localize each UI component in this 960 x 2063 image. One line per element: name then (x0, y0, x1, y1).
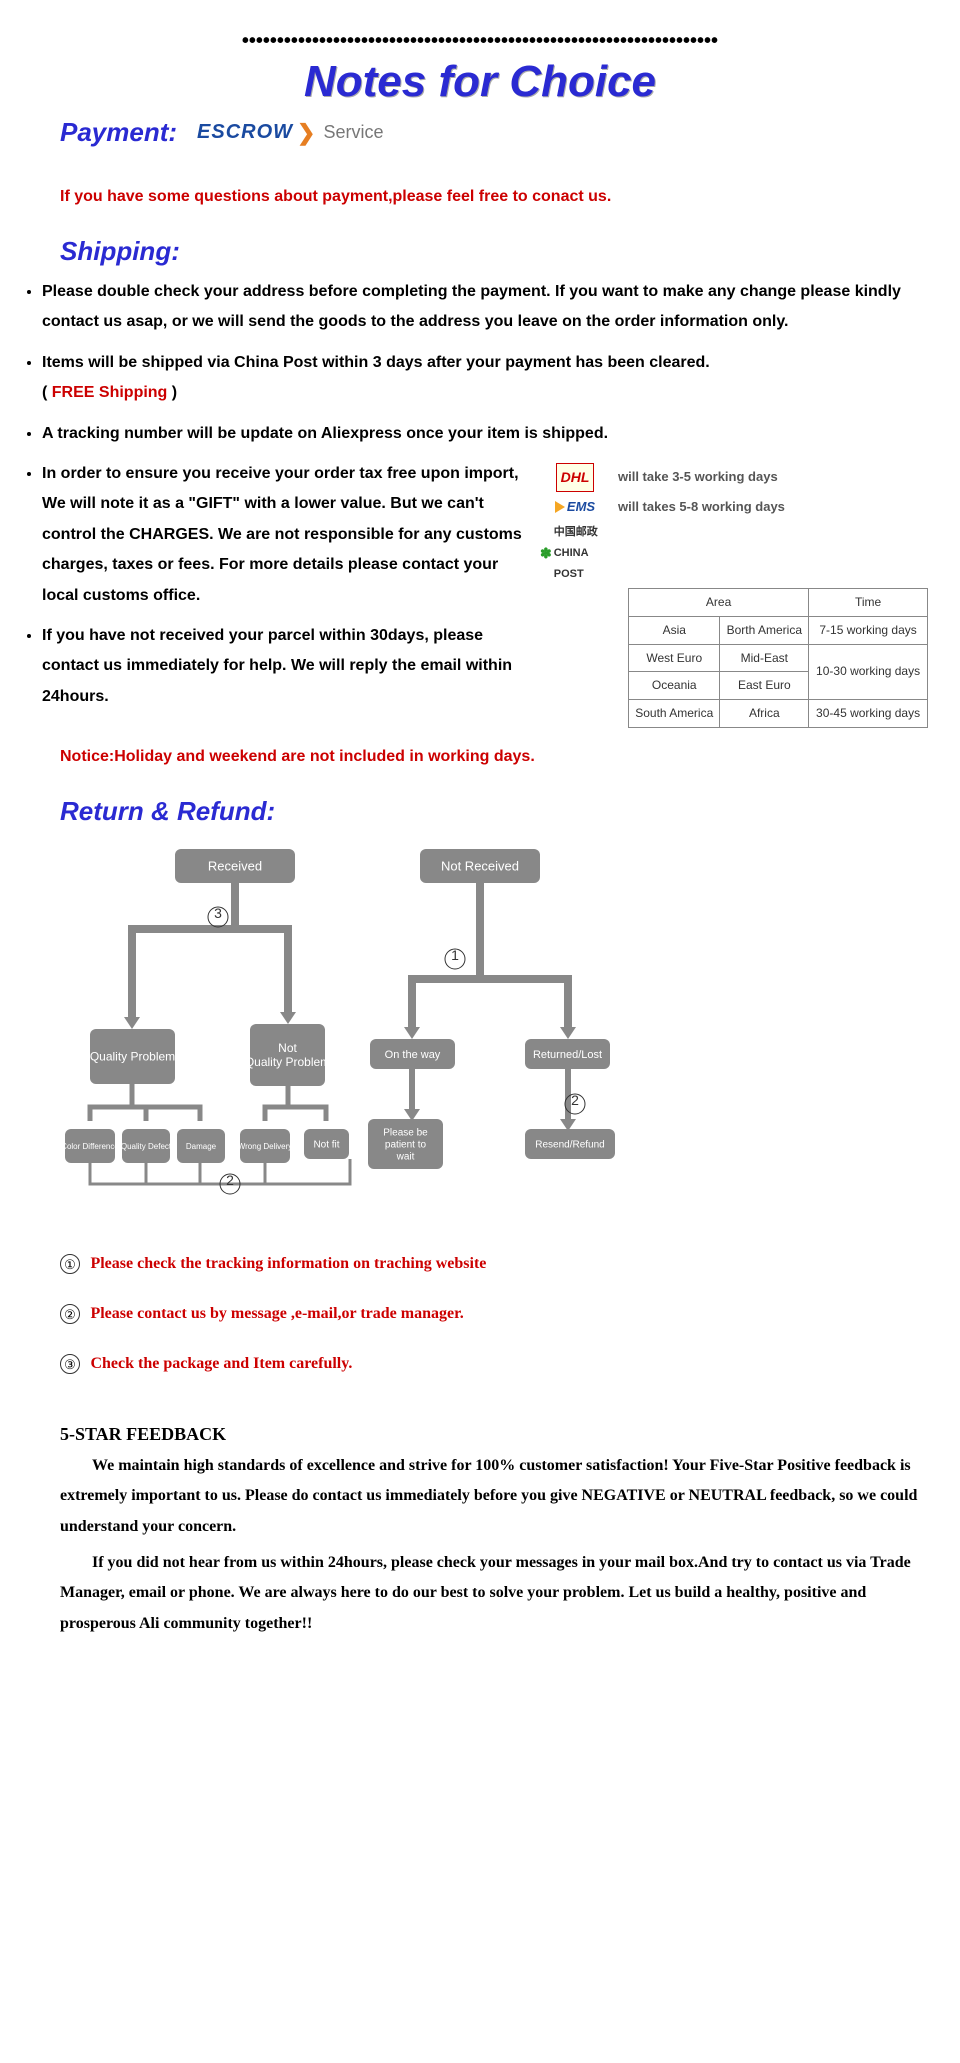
shipping-item: Items will be shipped via China Post wit… (42, 348, 930, 409)
svg-text:wait: wait (396, 1152, 415, 1163)
flow-note-text: Please check the tracking information on… (90, 1255, 486, 1272)
svg-text:1: 1 (451, 947, 459, 963)
svg-text:Not Received: Not Received (441, 858, 519, 873)
ems-logo: EMS (540, 495, 610, 520)
dhl-logo: DHL (556, 463, 595, 492)
free-shipping-label: FREE Shipping (52, 384, 168, 401)
flow-note-text: Please contact us by message ,e-mail,or … (90, 1305, 463, 1322)
dhl-time: will take 3-5 working days (618, 465, 778, 490)
escrow-service: Service (323, 122, 383, 143)
ems-time: will takes 5-8 working days (618, 495, 785, 520)
table-row: South America Africa 30-45 working days (629, 700, 928, 728)
payment-heading: Payment: (60, 117, 177, 148)
return-flowchart: ReceivedNot ReceivedQuality ProblemNotQu… (50, 839, 930, 1214)
carrier-chinapost: ✽中国邮政 CHINA POST (540, 522, 930, 585)
table-row: West Euro Mid-East 10-30 working days (629, 644, 928, 672)
flow-note: ② Please contact us by message ,e-mail,o… (60, 1304, 930, 1324)
escrow-badge: ESCROW ❯ Service (197, 120, 383, 146)
return-heading: Return & Refund: (60, 796, 930, 827)
svg-text:Not: Not (278, 1041, 297, 1055)
svg-text:Quality Defect: Quality Defect (121, 1142, 172, 1151)
carrier-ems: EMS will takes 5-8 working days (540, 495, 930, 520)
feedback-para1: We maintain high standards of excellence… (60, 1451, 920, 1542)
circle-num-2: ② (60, 1304, 80, 1324)
carrier-dhl: DHL will take 3-5 working days (540, 463, 930, 492)
flow-note: ③ Check the package and Item carefully. (60, 1354, 930, 1374)
shipping-item: DHL will take 3-5 working days EMS will … (42, 459, 930, 611)
flow-note-text: Check the package and Item carefully. (90, 1355, 352, 1372)
area-time-table: Area Time Asia Borth America 7-15 workin… (628, 588, 928, 728)
payment-note: If you have some questions about payment… (60, 188, 930, 206)
escrow-text: ESCROW (197, 121, 293, 144)
carrier-info-box: DHL will take 3-5 working days EMS will … (540, 463, 930, 728)
svg-text:Not fit: Not fit (313, 1140, 339, 1151)
time-header: Time (809, 588, 928, 616)
svg-text:Please be: Please be (383, 1128, 428, 1139)
svg-text:patient to: patient to (385, 1140, 427, 1151)
circle-num-1: ① (60, 1254, 80, 1274)
feedback-heading: 5-STAR FEEDBACK (60, 1424, 930, 1445)
shipping-item: A tracking number will be update on Alie… (42, 419, 930, 449)
svg-text:Resend/Refund: Resend/Refund (535, 1140, 605, 1151)
svg-text:Quality Problem: Quality Problem (245, 1055, 330, 1069)
feedback-para2: If you did not hear from us within 24hou… (60, 1548, 920, 1639)
flow-note: ① Please check the tracking information … (60, 1254, 930, 1274)
svg-text:Received: Received (208, 858, 262, 873)
dots-decoration: ••••••••••••••••••••••••••••••••••••••••… (130, 30, 830, 53)
svg-text:Damage: Damage (186, 1142, 217, 1151)
shipping-item: Please double check your address before … (42, 277, 930, 338)
circle-num-3: ③ (60, 1354, 80, 1374)
svg-text:Wrong Delivery: Wrong Delivery (238, 1142, 293, 1151)
svg-text:2: 2 (571, 1092, 579, 1108)
svg-text:3: 3 (214, 905, 222, 921)
svg-text:2: 2 (226, 1172, 234, 1188)
table-row: Asia Borth America 7-15 working days (629, 616, 928, 644)
chinapost-logo: ✽中国邮政 CHINA POST (540, 522, 610, 585)
area-header: Area (629, 588, 809, 616)
shipping-heading: Shipping: (60, 236, 930, 267)
page-title: Notes for Choice (30, 57, 930, 107)
svg-text:Color Difference: Color Difference (61, 1142, 119, 1151)
svg-text:On the way: On the way (385, 1049, 441, 1061)
escrow-arrow-icon: ❯ (297, 120, 315, 146)
svg-text:Quality Problem: Quality Problem (90, 1050, 175, 1064)
holiday-notice: Notice:Holiday and weekend are not inclu… (60, 748, 930, 766)
svg-text:Returned/Lost: Returned/Lost (533, 1049, 602, 1061)
